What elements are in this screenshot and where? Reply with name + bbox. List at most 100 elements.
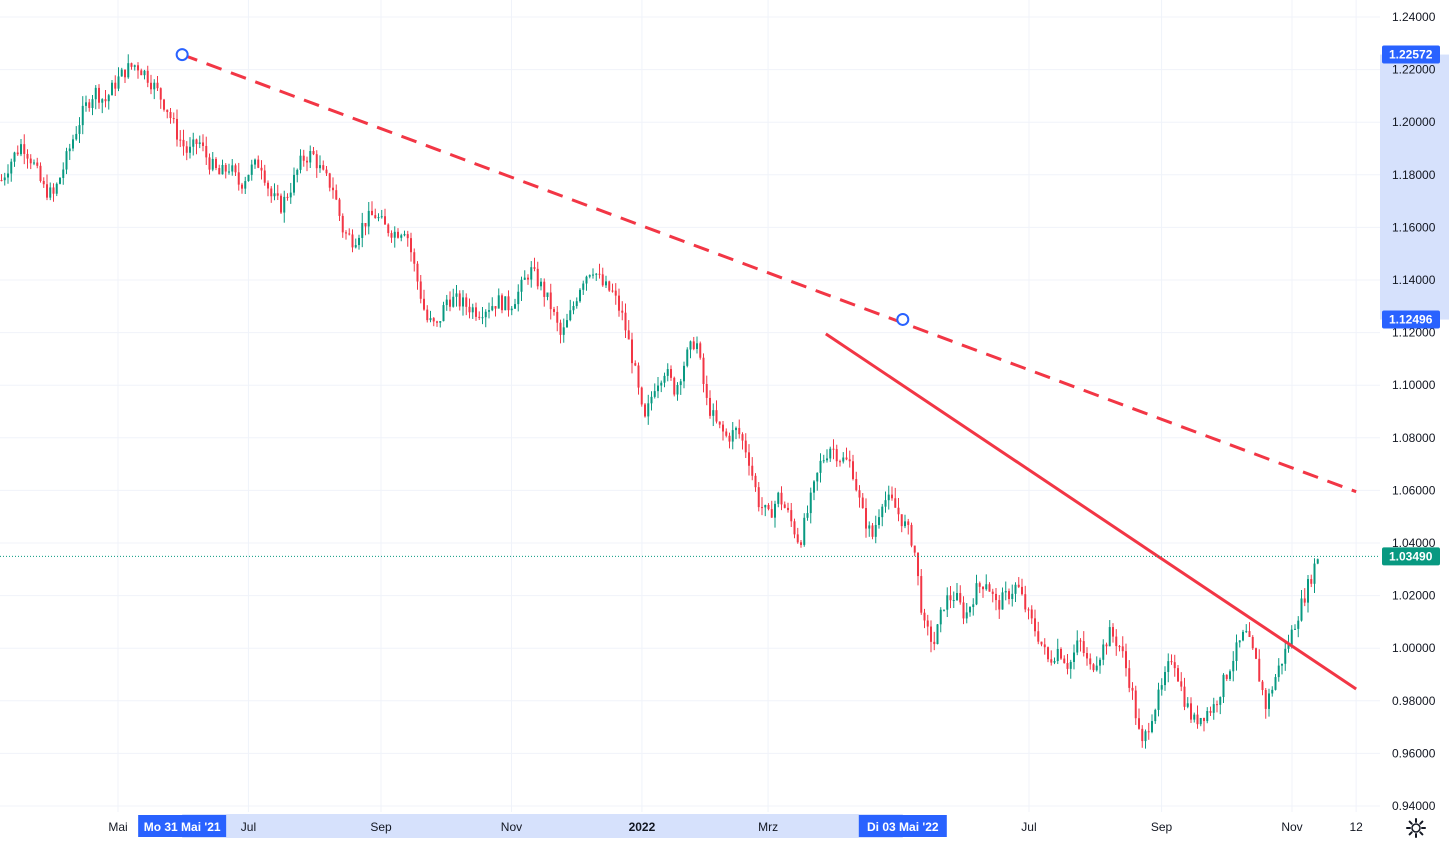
candle-up bbox=[1307, 579, 1309, 603]
candle-up bbox=[127, 63, 130, 78]
candle-down bbox=[790, 510, 793, 522]
candle-up bbox=[189, 146, 191, 153]
candle-down bbox=[42, 180, 45, 185]
candle-down bbox=[1216, 704, 1218, 706]
candle-down bbox=[702, 357, 705, 384]
candle-up bbox=[1297, 620, 1300, 629]
candle-down bbox=[995, 593, 997, 601]
candle-up bbox=[367, 210, 370, 227]
candle-down bbox=[146, 70, 149, 83]
time-tick-label: 12 bbox=[1349, 820, 1363, 834]
candle-down bbox=[16, 152, 19, 155]
candle-up bbox=[679, 381, 682, 385]
candle-up bbox=[429, 318, 432, 321]
candle-down bbox=[1060, 648, 1062, 659]
candle-down bbox=[845, 457, 848, 460]
candle-up bbox=[111, 82, 113, 96]
candle-down bbox=[325, 169, 328, 174]
candle-up bbox=[514, 304, 516, 309]
candle-up bbox=[101, 99, 104, 103]
candle-up bbox=[10, 161, 13, 174]
candle-up bbox=[972, 604, 975, 608]
candle-up bbox=[471, 307, 474, 313]
candle-down bbox=[705, 383, 708, 398]
candle-up bbox=[296, 169, 299, 175]
candle-down bbox=[1261, 681, 1264, 690]
candle-up bbox=[198, 142, 201, 144]
time-tick-label: Jul bbox=[1021, 820, 1036, 834]
candle-up bbox=[309, 151, 312, 163]
candle-down bbox=[933, 641, 936, 645]
candle-down bbox=[205, 145, 208, 158]
candle-down bbox=[757, 487, 760, 508]
candle-down bbox=[1310, 579, 1313, 584]
candle-down bbox=[185, 146, 188, 153]
time-tick-label: Sep bbox=[370, 820, 392, 834]
candle-down bbox=[208, 157, 211, 170]
candle-up bbox=[764, 505, 767, 508]
candle-up bbox=[731, 430, 734, 442]
candle-up bbox=[1099, 659, 1101, 666]
candle-up bbox=[442, 305, 445, 322]
candle-down bbox=[260, 167, 263, 171]
trendline-solid bbox=[824, 332, 1357, 691]
candle-down bbox=[982, 586, 984, 590]
candle-up bbox=[647, 403, 650, 417]
candle-up bbox=[946, 595, 949, 610]
candle-up bbox=[377, 217, 380, 219]
candle-up bbox=[1056, 648, 1059, 662]
candles bbox=[0, 54, 1319, 749]
candle-down bbox=[98, 87, 100, 103]
candle-up bbox=[1108, 627, 1111, 647]
candle-down bbox=[949, 595, 952, 601]
candle-down bbox=[374, 215, 377, 219]
candle-down bbox=[202, 142, 204, 146]
candle-down bbox=[1183, 686, 1186, 707]
candle-up bbox=[1151, 721, 1153, 733]
time-axis: Mai Jul Sep Nov 2022 Mrz Jul Sep Nov 12 Mo 31 Mai … bbox=[108, 815, 1363, 837]
candle-up bbox=[952, 600, 955, 602]
candle-up bbox=[1160, 685, 1163, 690]
candle-down bbox=[780, 492, 783, 505]
candle-down bbox=[861, 497, 864, 509]
candle-up bbox=[712, 410, 715, 416]
candle-down bbox=[1177, 668, 1179, 682]
price-tick-label: 1.18000 bbox=[1392, 168, 1436, 182]
candle-down bbox=[1125, 651, 1127, 669]
candle-up bbox=[1284, 648, 1287, 664]
candle-up bbox=[254, 159, 256, 165]
candle-down bbox=[263, 170, 266, 183]
candle-down bbox=[364, 222, 367, 227]
candle-down bbox=[387, 224, 390, 234]
candle-down bbox=[195, 139, 198, 144]
candle-up bbox=[247, 174, 250, 182]
candle-up bbox=[319, 165, 321, 169]
candle-down bbox=[988, 584, 991, 592]
candle-down bbox=[241, 184, 243, 189]
candle-down bbox=[432, 318, 435, 322]
candle-down bbox=[335, 190, 338, 200]
candle-up bbox=[777, 492, 780, 504]
candle-down bbox=[1008, 591, 1010, 600]
candle-down bbox=[413, 252, 416, 264]
candle-down bbox=[741, 434, 744, 441]
candle-up bbox=[484, 311, 487, 318]
candle-down bbox=[767, 505, 770, 510]
candle-up bbox=[439, 321, 442, 323]
candle-up bbox=[874, 524, 877, 537]
candle-down bbox=[855, 479, 858, 491]
candle-down bbox=[332, 187, 334, 191]
candle-down bbox=[1040, 641, 1043, 645]
time-tick-label: Jul bbox=[241, 820, 256, 834]
candle-up bbox=[7, 173, 9, 178]
candle-up bbox=[85, 102, 87, 106]
candle-up bbox=[822, 460, 825, 462]
candle-up bbox=[572, 306, 575, 311]
candle-down bbox=[1082, 641, 1085, 654]
settings-button[interactable] bbox=[1405, 817, 1427, 839]
candle-up bbox=[666, 369, 669, 376]
candle-up bbox=[1004, 591, 1007, 593]
candle-down bbox=[1251, 637, 1254, 649]
candle-down bbox=[1264, 689, 1267, 709]
